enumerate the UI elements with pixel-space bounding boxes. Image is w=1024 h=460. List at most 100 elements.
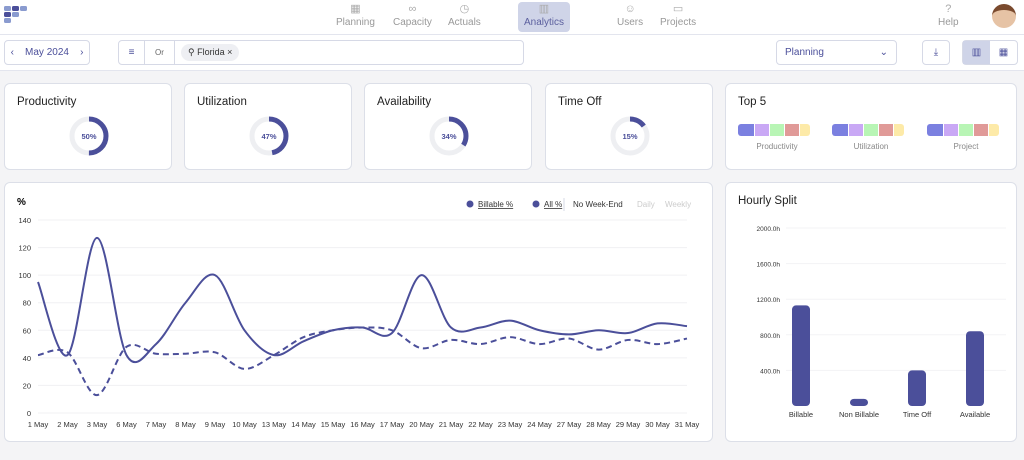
legend-dot bbox=[532, 200, 540, 208]
prev-month-button[interactable]: ‹ bbox=[10, 47, 14, 58]
x-tick-label: 27 May bbox=[557, 420, 582, 429]
view-select[interactable]: Planning ⌄ bbox=[776, 40, 897, 65]
x-tick-label: 17 May bbox=[380, 420, 405, 429]
app-logo[interactable] bbox=[4, 6, 34, 26]
top5-segment[interactable] bbox=[879, 124, 893, 136]
x-tick-label: 1 May bbox=[28, 420, 49, 429]
remove-chip-icon[interactable]: × bbox=[227, 47, 233, 57]
y-tick-label: 20 bbox=[23, 381, 31, 390]
kpi-card-availability: Availability 34% bbox=[364, 83, 532, 170]
donut-gauge: 50% bbox=[69, 116, 109, 156]
bar-time-off[interactable] bbox=[908, 370, 926, 406]
x-tick-label: Non Billable bbox=[839, 410, 879, 419]
toggle-weekly[interactable]: Weekly bbox=[665, 200, 691, 209]
top5-segment[interactable] bbox=[832, 124, 848, 136]
x-tick-label: 21 May bbox=[439, 420, 464, 429]
chevron-down-icon: ⌄ bbox=[879, 47, 888, 58]
bar-billable[interactable] bbox=[792, 305, 810, 406]
or-toggle[interactable]: Or bbox=[145, 41, 175, 64]
line-chart: % 0 20 40 60 80 100 120 140 1 May 2 May 3 May 6 May 7… bbox=[17, 197, 700, 429]
nav-analytics[interactable]: ▥ Analytics bbox=[518, 2, 571, 32]
top5-group: Productivity bbox=[738, 124, 816, 151]
top5-segment[interactable] bbox=[959, 124, 973, 136]
x-tick-label: 7 May bbox=[146, 420, 167, 429]
month-picker: ‹ May 2024 › bbox=[4, 40, 90, 65]
nav-projects[interactable]: ▭ Projects bbox=[660, 3, 697, 28]
y-tick-label: 120 bbox=[18, 244, 31, 253]
top5-segment[interactable] bbox=[738, 124, 754, 136]
x-tick-label: Time Off bbox=[903, 410, 932, 419]
top5-segment[interactable] bbox=[755, 124, 769, 136]
infinity-icon: ∞ bbox=[408, 3, 417, 15]
hourly-split-card: Hourly Split 400.0h 800.0h 1200.0h 1600.0h 2… bbox=[725, 182, 1017, 442]
view-toggle: ▥ ▦ bbox=[962, 40, 1018, 65]
x-tick-label: 14 May bbox=[291, 420, 316, 429]
donut-gauge: 47% bbox=[249, 116, 289, 156]
filter-icon[interactable]: ≡ bbox=[119, 41, 145, 64]
top5-group: Utilization bbox=[832, 124, 910, 151]
top5-segment[interactable] bbox=[989, 124, 999, 136]
x-tick-label: 9 May bbox=[205, 420, 226, 429]
legend-dot bbox=[466, 200, 474, 208]
table-view-button[interactable]: ▦ bbox=[998, 47, 1009, 58]
series-line-all-[interactable] bbox=[37, 236, 688, 364]
legend-item[interactable]: All % bbox=[544, 200, 562, 209]
line-chart-card: % 0 20 40 60 80 100 120 140 1 May 2 May 3 May 6 May 7… bbox=[4, 182, 713, 442]
x-tick-label: 29 May bbox=[616, 420, 641, 429]
top5-segment[interactable] bbox=[849, 124, 863, 136]
top5-segment[interactable] bbox=[785, 124, 799, 136]
y-tick-label: 1600.0h bbox=[757, 262, 781, 269]
kpi-value: 34% bbox=[441, 132, 456, 141]
y-tick-label: 400.0h bbox=[760, 368, 780, 375]
bar-chart: 400.0h 800.0h 1200.0h 1600.0h 2000.0h Billabl… bbox=[757, 226, 1006, 419]
kpi-card-time-off: Time Off 15% bbox=[545, 83, 713, 170]
x-tick-label: Billable bbox=[789, 410, 813, 419]
next-month-button[interactable]: › bbox=[80, 47, 84, 58]
top5-segment[interactable] bbox=[864, 124, 878, 136]
toggle-daily[interactable]: Daily bbox=[637, 200, 655, 209]
top-nav: ▦ Planning ∞ Capacity ◷ Actuals ▥ Analytics ☺ Use… bbox=[0, 0, 1024, 35]
top5-segment[interactable] bbox=[927, 124, 943, 136]
top5-segment[interactable] bbox=[800, 124, 810, 136]
avatar[interactable] bbox=[992, 4, 1016, 28]
nav-planning[interactable]: ▦ Planning bbox=[336, 3, 375, 28]
top5-segment[interactable] bbox=[944, 124, 958, 136]
top5-card: Top 5 Productivity Utilization Project bbox=[725, 83, 1017, 170]
y-tick-label: 0 bbox=[27, 409, 31, 418]
toggle-no-week-end[interactable]: No Week-End bbox=[573, 200, 623, 209]
calendar-icon: ▦ bbox=[350, 3, 361, 15]
x-tick-label: 13 May bbox=[262, 420, 287, 429]
x-tick-label: 20 May bbox=[409, 420, 434, 429]
nav-users[interactable]: ☺ Users bbox=[617, 3, 644, 28]
kpi-value: 15% bbox=[622, 132, 637, 141]
y-tick-label: 100 bbox=[18, 271, 31, 280]
bar-chart-icon: ▥ bbox=[538, 3, 550, 15]
toolbar: ‹ May 2024 › ≡ Or ⚲ Florida × Planning ⌄ ⤓ … bbox=[0, 35, 1024, 71]
top5-group: Project bbox=[927, 124, 1005, 151]
x-tick-label: 16 May bbox=[350, 420, 375, 429]
stopwatch-icon: ◷ bbox=[459, 3, 470, 15]
y-tick-label: 140 bbox=[18, 216, 31, 225]
donut-gauge: 34% bbox=[429, 116, 469, 156]
bar-available[interactable] bbox=[966, 331, 984, 406]
x-tick-label: Available bbox=[960, 410, 990, 419]
download-icon: ⤓ bbox=[933, 47, 939, 58]
y-tick-label: 800.0h bbox=[760, 333, 780, 340]
chart-view-button[interactable]: ▥ bbox=[963, 41, 990, 64]
download-button[interactable]: ⤓ bbox=[922, 40, 950, 65]
legend-item[interactable]: Billable % bbox=[478, 200, 513, 209]
y-tick-label: 80 bbox=[23, 299, 31, 308]
x-tick-label: 30 May bbox=[645, 420, 670, 429]
top5-segment[interactable] bbox=[770, 124, 784, 136]
x-tick-label: 3 May bbox=[87, 420, 108, 429]
top5-segment[interactable] bbox=[894, 124, 904, 136]
help-button[interactable]: ? Help bbox=[938, 3, 959, 28]
nav-capacity[interactable]: ∞ Capacity bbox=[393, 3, 432, 28]
kpi-card-utilization: Utilization 47% bbox=[184, 83, 352, 170]
series-line-billable-[interactable] bbox=[37, 326, 688, 397]
nav-actuals[interactable]: ◷ Actuals bbox=[448, 3, 481, 28]
filter-chip[interactable]: ⚲ Florida × bbox=[181, 44, 240, 61]
top5-segment[interactable] bbox=[974, 124, 988, 136]
x-tick-label: 15 May bbox=[321, 420, 346, 429]
bar-non-billable[interactable] bbox=[850, 398, 868, 406]
